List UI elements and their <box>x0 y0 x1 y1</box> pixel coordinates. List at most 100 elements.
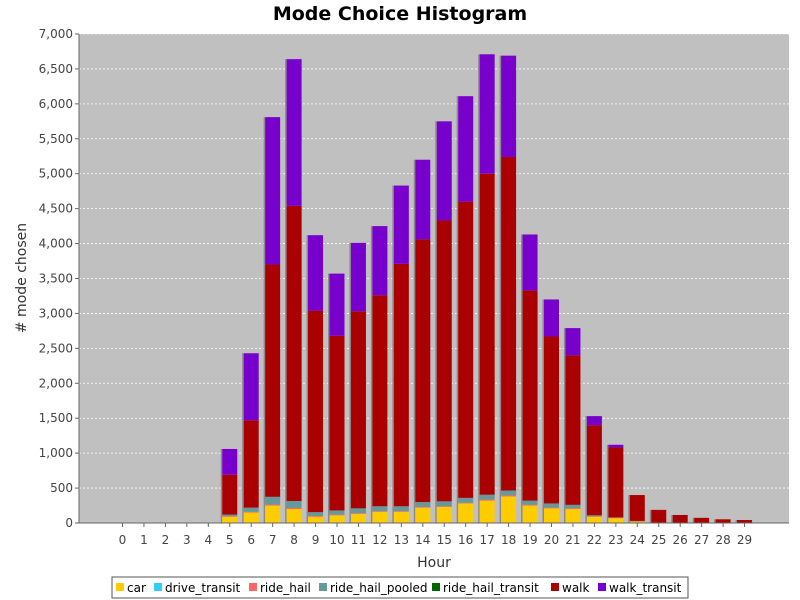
bar-walk_transit <box>222 448 238 475</box>
x-tick-label: 17 <box>480 533 495 547</box>
y-tick-label: 0 <box>65 516 73 530</box>
bar-car <box>265 505 281 523</box>
bar-car <box>479 500 495 523</box>
y-tick-label: 4,500 <box>39 202 73 216</box>
bar-shadow <box>606 444 609 523</box>
bar-walk_transit <box>372 226 388 296</box>
x-tick-label: 18 <box>501 533 516 547</box>
bar-walk_transit <box>479 54 495 174</box>
y-tick-label: 1,500 <box>39 411 73 425</box>
bar-walk_transit <box>501 55 517 157</box>
bar-walk <box>458 201 474 498</box>
bar-ride_hail_pooled <box>586 515 602 517</box>
bar-ride_hail <box>393 511 409 512</box>
bar-shadow <box>542 299 544 523</box>
bar-walk <box>522 290 538 501</box>
bar-walk <box>565 355 581 505</box>
x-tick-label: 9 <box>312 533 320 547</box>
bar-walk <box>608 447 624 518</box>
y-tick-label: 6,500 <box>39 62 73 76</box>
bar-walk_transit <box>286 59 302 206</box>
bar-walk <box>308 310 324 513</box>
bar-car <box>329 515 345 523</box>
x-tick-label: 24 <box>630 533 645 547</box>
bar-shadow <box>563 328 566 523</box>
bar-walk <box>672 514 688 523</box>
bar-shadow <box>435 121 437 524</box>
bar-walk <box>243 420 259 508</box>
bar-ride_hail_pooled <box>372 506 388 512</box>
bar-shadow <box>585 416 587 523</box>
bar-ride_hail_pooled <box>265 496 281 505</box>
bar-ride_hail <box>329 514 345 516</box>
bars <box>220 54 753 524</box>
bar-walk <box>544 336 559 504</box>
x-tick-label: 26 <box>673 533 688 547</box>
bar-ride_hail_pooled <box>286 500 302 508</box>
bar-ride_hail_pooled <box>522 500 538 505</box>
bar-ride_hail <box>372 511 388 512</box>
y-tick-label: 500 <box>50 481 73 495</box>
bar-shadow <box>521 234 523 524</box>
x-tick-label: 11 <box>351 533 366 547</box>
bar-ride_hail <box>222 516 238 517</box>
bar-shadow <box>735 519 738 523</box>
bar-ride_hail <box>350 513 366 514</box>
bar-car <box>308 516 324 523</box>
bar-shadow <box>242 353 244 523</box>
legend-swatch <box>551 583 559 591</box>
legend-label: car <box>127 581 146 595</box>
legend-label: ride_hail_pooled <box>330 581 428 595</box>
x-tick-label: 5 <box>226 533 234 547</box>
y-tick-label: 6,000 <box>39 97 73 111</box>
bar-ride_hail <box>501 495 517 497</box>
bar-ride_hail_pooled <box>393 506 409 512</box>
bar-car <box>629 521 645 523</box>
bar-ride_hail_pooled <box>629 520 645 522</box>
bar-shadow <box>328 273 330 523</box>
x-tick-label: 29 <box>737 533 752 547</box>
bar-walk <box>694 517 710 523</box>
legend-label: drive_transit <box>165 581 241 595</box>
x-tick-label: 23 <box>608 533 623 547</box>
bar-shadow <box>306 235 309 523</box>
bar-walk_transit <box>544 299 559 337</box>
bar-walk_transit <box>393 185 409 264</box>
bar-walk <box>436 220 452 502</box>
bar-car <box>544 508 559 523</box>
bar-walk_transit <box>265 117 281 265</box>
bar-shadow <box>649 509 652 523</box>
bar-ride_hail_pooled <box>415 502 431 507</box>
bar-walk <box>479 173 495 495</box>
bar-walk <box>629 495 645 521</box>
bar-car <box>393 511 409 523</box>
y-tick-label: 1,000 <box>39 446 73 460</box>
bar-shadow <box>285 59 287 524</box>
legend: car drive_transit ride_hail ride_hail_poole… <box>111 576 689 599</box>
bar-walk <box>651 509 667 523</box>
bar-walk <box>222 474 238 515</box>
x-tick-label: 19 <box>522 533 537 547</box>
bar-ride_hail_pooled <box>243 507 259 512</box>
legend-label: walk_transit <box>609 581 682 595</box>
bar-ride_hail_pooled <box>436 501 452 507</box>
bar-shadow <box>692 517 695 523</box>
chart-title: Mode Choice Histogram <box>273 3 527 25</box>
legend-box <box>111 576 689 599</box>
x-tick-label: 20 <box>544 533 559 547</box>
bar-ride_hail <box>265 504 281 506</box>
y-tick-label: 5,500 <box>39 132 73 146</box>
x-tick-label: 28 <box>715 533 730 547</box>
legend-swatch <box>154 583 162 591</box>
bar-ride_hail_pooled <box>350 508 366 514</box>
x-tick-label: 13 <box>394 533 409 547</box>
bar-walk <box>265 264 281 497</box>
y-tick-label: 3,000 <box>39 306 73 320</box>
bar-walk <box>372 295 388 507</box>
bar-car <box>436 506 452 523</box>
bar-ride_hail_pooled <box>222 514 238 517</box>
bar-car <box>565 509 581 523</box>
bar-shadow <box>671 514 673 523</box>
bar-ride_hail_pooled <box>458 497 474 503</box>
bar-shadow <box>370 226 373 523</box>
